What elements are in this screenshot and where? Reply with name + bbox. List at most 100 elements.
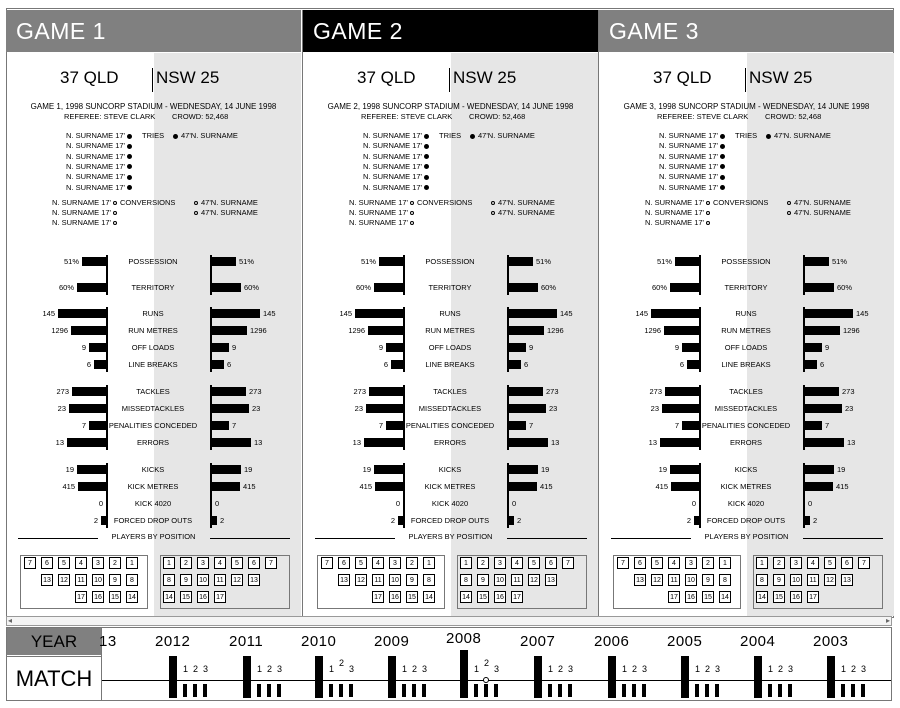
match-game-tick[interactable] (402, 684, 406, 697)
away-position-box[interactable]: 17 (511, 591, 523, 603)
home-position-box[interactable]: 8 (126, 574, 138, 586)
year-2008[interactable]: 2008 (446, 630, 482, 647)
home-position-box[interactable]: 3 (389, 557, 401, 569)
home-position-box[interactable]: 12 (58, 574, 70, 586)
match-game-tick[interactable] (257, 684, 261, 697)
away-position-box[interactable]: 13 (545, 574, 557, 586)
home-position-box[interactable]: 5 (651, 557, 663, 569)
home-position-box[interactable]: 5 (58, 557, 70, 569)
home-position-box[interactable]: 13 (634, 574, 646, 586)
home-position-box[interactable]: 14 (423, 591, 435, 603)
year-marker[interactable] (243, 656, 251, 698)
home-position-box[interactable]: 13 (338, 574, 350, 586)
match-game-tick[interactable] (558, 684, 562, 697)
away-position-box[interactable]: 16 (790, 591, 802, 603)
match-game-tick[interactable] (484, 684, 488, 697)
away-position-box[interactable]: 10 (494, 574, 506, 586)
home-position-box[interactable]: 11 (75, 574, 87, 586)
home-position-box[interactable]: 9 (406, 574, 418, 586)
away-position-box[interactable]: 2 (180, 557, 192, 569)
tab-game-2[interactable]: GAME 2 (303, 10, 598, 52)
year-marker[interactable] (754, 656, 762, 698)
match-game-tick[interactable] (412, 684, 416, 697)
match-game-tick[interactable] (474, 684, 478, 697)
match-game-tick[interactable] (695, 684, 699, 697)
home-position-box[interactable]: 6 (338, 557, 350, 569)
match-game-tick[interactable] (632, 684, 636, 697)
match-game-tick[interactable] (422, 684, 426, 697)
away-position-box[interactable]: 11 (807, 574, 819, 586)
match-game-tick[interactable] (203, 684, 207, 697)
away-position-box[interactable]: 12 (231, 574, 243, 586)
year-2007[interactable]: 2007 (520, 633, 556, 650)
away-position-box[interactable]: 7 (265, 557, 277, 569)
away-position-box[interactable]: 9 (477, 574, 489, 586)
away-position-box[interactable]: 1 (163, 557, 175, 569)
match-game-tick[interactable] (642, 684, 646, 697)
year-13[interactable]: 13 (99, 633, 117, 650)
away-position-box[interactable]: 10 (790, 574, 802, 586)
match-game-tick[interactable] (622, 684, 626, 697)
away-position-box[interactable]: 7 (858, 557, 870, 569)
away-position-box[interactable]: 15 (773, 591, 785, 603)
away-position-box[interactable]: 6 (248, 557, 260, 569)
away-position-box[interactable]: 12 (824, 574, 836, 586)
away-position-box[interactable]: 9 (180, 574, 192, 586)
scroll-right-icon[interactable]: ▸ (885, 616, 890, 625)
home-position-box[interactable]: 13 (41, 574, 53, 586)
match-game-tick[interactable] (768, 684, 772, 697)
match-game-tick[interactable] (494, 684, 498, 697)
home-position-box[interactable]: 11 (668, 574, 680, 586)
home-position-box[interactable]: 2 (109, 557, 121, 569)
home-position-box[interactable]: 6 (634, 557, 646, 569)
away-position-box[interactable]: 15 (180, 591, 192, 603)
away-position-box[interactable]: 11 (511, 574, 523, 586)
year-2011[interactable]: 2011 (229, 633, 264, 650)
tab-game-3[interactable]: GAME 3 (599, 10, 894, 52)
tab-game-1[interactable]: GAME 1 (6, 10, 301, 52)
home-position-box[interactable]: 4 (75, 557, 87, 569)
away-position-box[interactable]: 5 (231, 557, 243, 569)
home-position-box[interactable]: 10 (685, 574, 697, 586)
home-position-box[interactable]: 2 (406, 557, 418, 569)
away-position-box[interactable]: 5 (528, 557, 540, 569)
home-position-box[interactable]: 16 (389, 591, 401, 603)
year-marker[interactable] (388, 656, 396, 698)
year-marker[interactable] (608, 656, 616, 698)
away-position-box[interactable]: 16 (197, 591, 209, 603)
match-game-tick[interactable] (778, 684, 782, 697)
match-game-tick[interactable] (183, 684, 187, 697)
home-position-box[interactable]: 17 (75, 591, 87, 603)
match-game-tick[interactable] (861, 684, 865, 697)
away-position-box[interactable]: 8 (163, 574, 175, 586)
home-position-box[interactable]: 11 (372, 574, 384, 586)
match-game-tick[interactable] (548, 684, 552, 697)
home-position-box[interactable]: 14 (719, 591, 731, 603)
away-position-box[interactable]: 17 (807, 591, 819, 603)
home-position-box[interactable]: 15 (109, 591, 121, 603)
year-2003[interactable]: 2003 (813, 633, 849, 650)
away-position-box[interactable]: 5 (824, 557, 836, 569)
year-2006[interactable]: 2006 (594, 633, 630, 650)
match-game-tick[interactable] (277, 684, 281, 697)
home-position-box[interactable]: 1 (126, 557, 138, 569)
match-game-tick[interactable] (851, 684, 855, 697)
away-position-box[interactable]: 4 (214, 557, 226, 569)
home-position-box[interactable]: 12 (651, 574, 663, 586)
year-marker[interactable] (681, 656, 689, 698)
home-position-box[interactable]: 16 (685, 591, 697, 603)
home-position-box[interactable]: 16 (92, 591, 104, 603)
match-game-tick[interactable] (568, 684, 572, 697)
home-position-box[interactable]: 3 (685, 557, 697, 569)
away-position-box[interactable]: 15 (477, 591, 489, 603)
match-game-tick[interactable] (329, 684, 333, 697)
home-position-box[interactable]: 10 (92, 574, 104, 586)
away-position-box[interactable]: 1 (756, 557, 768, 569)
home-position-box[interactable]: 5 (355, 557, 367, 569)
home-position-box[interactable]: 7 (321, 557, 333, 569)
home-position-box[interactable]: 10 (389, 574, 401, 586)
away-position-box[interactable]: 1 (460, 557, 472, 569)
home-position-box[interactable]: 14 (126, 591, 138, 603)
away-position-box[interactable]: 4 (511, 557, 523, 569)
away-position-box[interactable]: 8 (756, 574, 768, 586)
